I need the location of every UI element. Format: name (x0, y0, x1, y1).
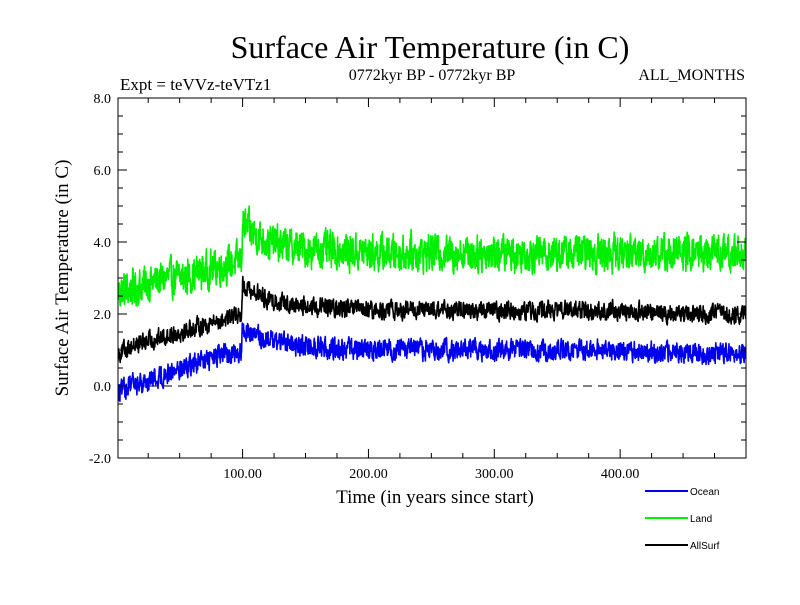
y-tick-label: 0.0 (94, 380, 112, 395)
y-tick-label: 6.0 (94, 164, 112, 179)
plot-area (118, 205, 746, 403)
series-line-allsurf (118, 275, 746, 364)
axes: 100.00 200.00 300.00 400.00 -2.0 0.0 2.0 4.0 6.0… (89, 92, 747, 482)
legend-label-ocean: Ocean (690, 487, 719, 498)
y-tick-label: 4.0 (94, 236, 112, 251)
series-line-land (118, 205, 746, 307)
y-axis-label: Surface Air Temperature (in C) (52, 160, 73, 397)
experiment-label: Expt = teVVz-teVTz1 (120, 75, 271, 94)
chart-title: Surface Air Temperature (in C) (231, 29, 630, 65)
period-label: 0772kyr BP - 0772kyr BP (349, 67, 516, 84)
series-line-ocean (118, 322, 746, 403)
x-tick-label: 400.00 (601, 467, 640, 482)
y-tick-label: 2.0 (94, 308, 112, 323)
legend-label-land: Land (690, 514, 712, 525)
y-tick-label: -2.0 (89, 452, 111, 467)
x-axis-label: Time (in years since start) (336, 487, 534, 508)
legend-label-allsurf: AllSurf (690, 541, 720, 552)
months-label: ALL_MONTHS (638, 67, 745, 84)
legend: Ocean Land AllSurf (645, 487, 720, 552)
x-tick-label: 300.00 (475, 467, 514, 482)
x-tick-label: 100.00 (223, 467, 262, 482)
y-tick-label: 8.0 (94, 92, 112, 107)
x-tick-label: 200.00 (349, 467, 388, 482)
